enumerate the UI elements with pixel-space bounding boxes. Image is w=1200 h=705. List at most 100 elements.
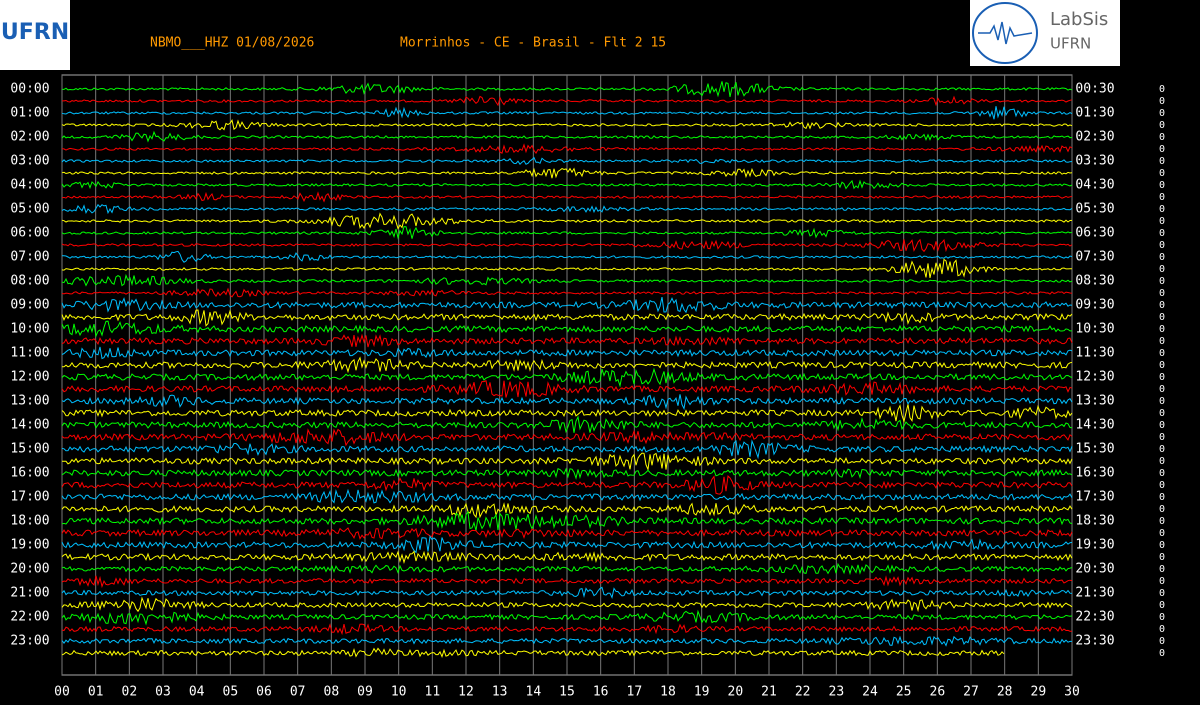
left-time-label: 06:00 [10, 226, 49, 241]
gain-label: 0 [1159, 312, 1165, 323]
logo-labsis: LabSis UFRN [970, 0, 1120, 66]
x-tick-label: 03 [155, 685, 171, 700]
trace [61, 575, 1073, 589]
gain-label: 0 [1159, 600, 1165, 611]
trace [61, 119, 1073, 131]
trace [61, 309, 1073, 327]
left-time-label: 09:00 [10, 298, 49, 313]
trace [61, 287, 1073, 298]
left-time-label: 12:00 [10, 370, 49, 385]
trace [61, 258, 1072, 279]
trace [61, 404, 1073, 424]
trace [61, 156, 1073, 165]
gain-label: 0 [1159, 480, 1165, 491]
x-tick-label: 04 [189, 685, 205, 700]
left-time-label: 15:00 [10, 442, 49, 457]
left-time-label: 21:00 [10, 586, 49, 601]
trace [61, 562, 1073, 576]
gain-label: 0 [1159, 132, 1165, 143]
left-time-label: 05:00 [10, 202, 49, 217]
gain-label: 0 [1159, 288, 1165, 299]
x-tick-label: 21 [761, 685, 777, 700]
left-time-label: 19:00 [10, 538, 49, 553]
x-tick-label: 15 [559, 685, 575, 700]
trace [61, 534, 1073, 554]
gain-label: 0 [1159, 204, 1165, 215]
x-tick-label: 27 [963, 685, 979, 700]
right-time-label: 09:30 [1075, 298, 1114, 313]
x-tick-label: 00 [54, 685, 70, 700]
trace [61, 623, 1073, 636]
right-time-label: 05:30 [1075, 202, 1114, 217]
gain-label: 0 [1159, 564, 1165, 575]
gain-label: 0 [1159, 96, 1165, 107]
trace [62, 81, 1073, 98]
left-time-label: 00:00 [10, 82, 49, 97]
trace [61, 596, 1073, 613]
trace [61, 226, 1073, 240]
x-tick-label: 18 [660, 685, 676, 700]
trace [61, 647, 1005, 659]
left-time-label: 10:00 [10, 322, 49, 337]
gain-label: 0 [1159, 636, 1165, 647]
gain-label: 0 [1159, 120, 1165, 131]
gain-label: 0 [1159, 300, 1165, 311]
x-tick-label: 24 [862, 685, 878, 700]
right-time-label: 16:30 [1075, 466, 1114, 481]
x-tick-label: 26 [930, 685, 946, 700]
gain-label: 0 [1159, 552, 1165, 563]
left-time-label: 13:00 [10, 394, 49, 409]
gain-label: 0 [1159, 492, 1165, 503]
right-time-label: 02:30 [1075, 130, 1114, 145]
gain-label: 0 [1159, 516, 1165, 527]
trace [61, 367, 1073, 388]
logo-box [970, 0, 1120, 66]
x-tick-label: 08 [324, 685, 340, 700]
left-time-label: 04:00 [10, 178, 49, 193]
gain-label: 0 [1159, 348, 1165, 359]
right-time-label: 06:30 [1075, 226, 1114, 241]
trace [61, 346, 1073, 360]
x-tick-label: 12 [458, 685, 474, 700]
trace [61, 333, 1073, 348]
gain-label: 0 [1159, 504, 1165, 515]
x-tick-label: 19 [694, 685, 710, 700]
x-tick-label: 10 [391, 685, 407, 700]
gain-label: 0 [1159, 612, 1165, 623]
right-time-label: 13:30 [1075, 394, 1114, 409]
x-tick-label: 05 [223, 685, 239, 700]
gain-label: 0 [1159, 624, 1165, 635]
left-time-label: 11:00 [10, 346, 49, 361]
trace [61, 488, 1073, 504]
gain-label: 0 [1159, 588, 1165, 599]
trace [61, 394, 1073, 411]
right-time-label: 07:30 [1075, 250, 1114, 265]
trace [61, 586, 1073, 600]
right-time-label: 21:30 [1075, 586, 1114, 601]
x-tick-label: 01 [88, 685, 104, 700]
x-tick-label: 17 [627, 685, 643, 700]
gain-label: 0 [1159, 276, 1165, 287]
trace [62, 356, 1073, 374]
logo-subtext: UFRN [1050, 35, 1091, 53]
left-time-label: 07:00 [10, 250, 49, 265]
gain-label: 0 [1159, 384, 1165, 395]
trace [61, 439, 1073, 460]
gain-label: 0 [1159, 444, 1165, 455]
trace [61, 467, 1073, 480]
right-time-label: 14:30 [1075, 418, 1114, 433]
trace [61, 550, 1073, 564]
gain-label: 0 [1159, 324, 1165, 335]
trace [61, 179, 1073, 190]
trace [61, 635, 1072, 647]
gain-label: 0 [1159, 228, 1165, 239]
trace [61, 415, 1073, 434]
right-time-label: 04:30 [1075, 178, 1114, 193]
right-time-label: 23:30 [1075, 634, 1114, 649]
trace [61, 167, 1073, 179]
gain-label: 0 [1159, 576, 1165, 587]
logo-text: UFRN [1, 20, 69, 45]
logo-ufrn: UFRN [0, 0, 70, 70]
gain-label: 0 [1159, 336, 1165, 347]
